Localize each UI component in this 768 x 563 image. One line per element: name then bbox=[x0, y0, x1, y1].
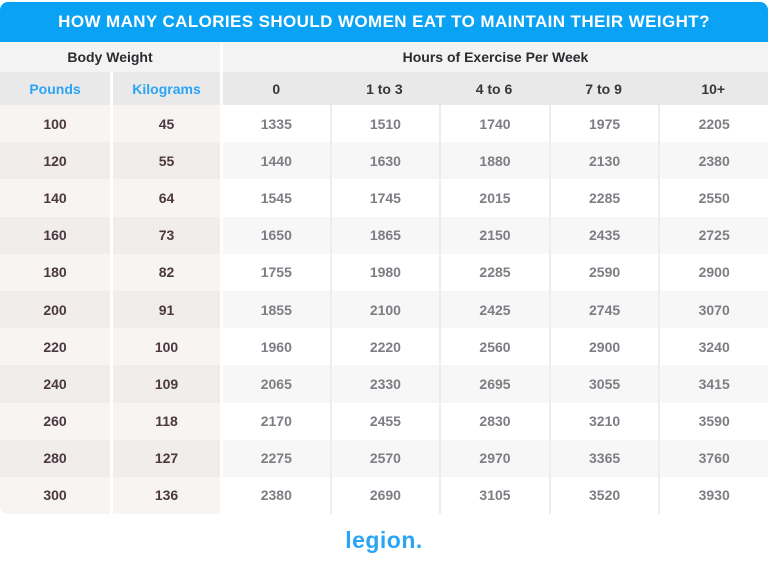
weight-cell-kilograms: 91 bbox=[110, 290, 220, 329]
calorie-cell: 3760 bbox=[658, 439, 768, 477]
calorie-cell: 2590 bbox=[548, 253, 659, 291]
weight-cell-pounds: 300 bbox=[0, 476, 110, 515]
calorie-cell: 2130 bbox=[548, 142, 659, 180]
calorie-cell: 1740 bbox=[439, 105, 549, 143]
footer: legion. bbox=[0, 517, 768, 563]
weight-cell-pounds: 220 bbox=[0, 328, 110, 366]
calorie-cell: 1745 bbox=[329, 179, 440, 217]
title-bar: HOW MANY CALORIES SHOULD WOMEN EAT TO MA… bbox=[0, 2, 768, 42]
weight-cell-kilograms: 127 bbox=[110, 439, 220, 477]
weight-cell-pounds: 100 bbox=[0, 105, 110, 143]
calorie-cell: 2970 bbox=[439, 439, 549, 477]
group-header-body-weight: Body Weight bbox=[0, 42, 220, 72]
calorie-cell: 1755 bbox=[220, 253, 330, 291]
weight-cell-kilograms: 109 bbox=[110, 365, 220, 403]
calorie-cell: 2745 bbox=[548, 290, 659, 329]
weight-cell-kilograms: 45 bbox=[110, 105, 220, 143]
calorie-cell: 1975 bbox=[548, 105, 659, 143]
col-header-kilograms: Kilograms bbox=[110, 72, 220, 105]
calorie-cell: 2100 bbox=[329, 290, 440, 329]
calorie-cell: 1855 bbox=[220, 290, 330, 329]
weight-cell-pounds: 180 bbox=[0, 253, 110, 291]
col-header-10: 10+ bbox=[658, 72, 768, 105]
calorie-cell: 2015 bbox=[439, 179, 549, 217]
calorie-cell: 1630 bbox=[329, 142, 440, 180]
calorie-cell: 2170 bbox=[220, 402, 330, 440]
calorie-cell: 1545 bbox=[220, 179, 330, 217]
calorie-cell: 2285 bbox=[439, 253, 549, 291]
calorie-cell: 2330 bbox=[329, 365, 440, 403]
calorie-cell: 2900 bbox=[658, 253, 768, 291]
calorie-cell: 2725 bbox=[658, 216, 768, 254]
calorie-cell: 2220 bbox=[329, 328, 440, 366]
col-header-0: 0 bbox=[220, 72, 330, 105]
calorie-cell: 1335 bbox=[220, 105, 330, 143]
weight-cell-pounds: 240 bbox=[0, 365, 110, 403]
weight-cell-pounds: 120 bbox=[0, 142, 110, 180]
col-header-4-to-6: 4 to 6 bbox=[439, 72, 549, 105]
calorie-cell: 3105 bbox=[439, 476, 549, 515]
calorie-cell: 2425 bbox=[439, 290, 549, 329]
weight-cell-pounds: 260 bbox=[0, 402, 110, 440]
calorie-cell: 2435 bbox=[548, 216, 659, 254]
calorie-table-card: HOW MANY CALORIES SHOULD WOMEN EAT TO MA… bbox=[0, 2, 768, 515]
col-header-7-to-9: 7 to 9 bbox=[548, 72, 659, 105]
calorie-cell: 3365 bbox=[548, 439, 659, 477]
calorie-cell: 3055 bbox=[548, 365, 659, 403]
group-header-hours-of-exercise-per-week: Hours of Exercise Per Week bbox=[220, 42, 768, 72]
calorie-cell: 2275 bbox=[220, 439, 330, 477]
calorie-cell: 3520 bbox=[548, 476, 659, 515]
calorie-cell: 2380 bbox=[658, 142, 768, 180]
calorie-cell: 1440 bbox=[220, 142, 330, 180]
calorie-cell: 2900 bbox=[548, 328, 659, 366]
calorie-cell: 3415 bbox=[658, 365, 768, 403]
weight-cell-pounds: 280 bbox=[0, 439, 110, 477]
calorie-cell: 2205 bbox=[658, 105, 768, 143]
calorie-cell: 1960 bbox=[220, 328, 330, 366]
weight-cell-pounds: 140 bbox=[0, 179, 110, 217]
weight-cell-pounds: 200 bbox=[0, 290, 110, 329]
weight-cell-kilograms: 82 bbox=[110, 253, 220, 291]
weight-cell-kilograms: 118 bbox=[110, 402, 220, 440]
calorie-table: Body Weight Hours of Exercise Per Week Pou… bbox=[0, 42, 768, 515]
weight-cell-kilograms: 136 bbox=[110, 476, 220, 515]
calorie-cell: 3070 bbox=[658, 290, 768, 329]
calorie-cell: 3210 bbox=[548, 402, 659, 440]
legion-logo: legion. bbox=[345, 526, 423, 553]
col-header-1-to-3: 1 to 3 bbox=[329, 72, 440, 105]
calorie-cell: 1865 bbox=[329, 216, 440, 254]
calorie-cell: 2830 bbox=[439, 402, 549, 440]
calorie-cell: 2570 bbox=[329, 439, 440, 477]
calorie-cell: 3930 bbox=[658, 476, 768, 515]
calorie-cell: 2150 bbox=[439, 216, 549, 254]
calorie-cell: 2550 bbox=[658, 179, 768, 217]
calorie-cell: 2690 bbox=[329, 476, 440, 515]
calorie-cell: 2455 bbox=[329, 402, 440, 440]
calorie-cell: 2380 bbox=[220, 476, 330, 515]
page-title: HOW MANY CALORIES SHOULD WOMEN EAT TO MA… bbox=[58, 12, 710, 31]
calorie-cell: 3240 bbox=[658, 328, 768, 366]
weight-cell-kilograms: 73 bbox=[110, 216, 220, 254]
calorie-cell: 2560 bbox=[439, 328, 549, 366]
weight-cell-pounds: 160 bbox=[0, 216, 110, 254]
weight-cell-kilograms: 100 bbox=[110, 328, 220, 366]
calorie-cell: 1510 bbox=[329, 105, 440, 143]
calorie-cell: 1880 bbox=[439, 142, 549, 180]
calorie-cell: 1650 bbox=[220, 216, 330, 254]
calorie-cell: 1980 bbox=[329, 253, 440, 291]
calorie-cell: 3590 bbox=[658, 402, 768, 440]
col-header-pounds: Pounds bbox=[0, 72, 110, 105]
calorie-cell: 2285 bbox=[548, 179, 659, 217]
weight-cell-kilograms: 55 bbox=[110, 142, 220, 180]
calorie-cell: 2065 bbox=[220, 365, 330, 403]
calorie-cell: 2695 bbox=[439, 365, 549, 403]
weight-cell-kilograms: 64 bbox=[110, 179, 220, 217]
